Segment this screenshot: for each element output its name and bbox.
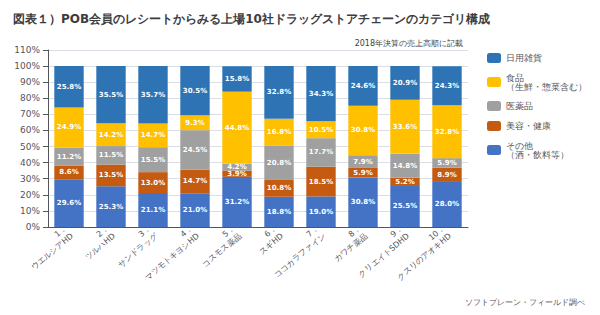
svg-text:スギHD: スギHD (258, 231, 285, 256)
svg-text:ソフトブレーン・フィールド調べ: ソフトブレーン・フィールド調べ (465, 298, 585, 307)
svg-text:14.8%: 14.8% (393, 162, 417, 170)
svg-text:32.8%: 32.8% (435, 128, 459, 136)
svg-text:25.8%: 25.8% (57, 83, 81, 91)
svg-text:24.9%: 24.9% (57, 123, 81, 131)
svg-text:ウエルシアHD: ウエルシアHD (29, 231, 75, 271)
svg-text:（生鮮・惣菜含む）: （生鮮・惣菜含む） (506, 82, 587, 92)
svg-text:21.1%: 21.1% (141, 206, 165, 214)
svg-text:7.9%: 7.9% (353, 158, 372, 166)
svg-text:3.9%: 3.9% (227, 169, 247, 178)
svg-text:5.2%: 5.2% (395, 178, 414, 186)
svg-text:18.5%: 18.5% (309, 178, 333, 186)
svg-text:日用雑貨: 日用雑貨 (506, 53, 542, 63)
svg-text:図表１）POB会員のレシートからみる上場10社ドラッグストア: 図表１）POB会員のレシートからみる上場10社ドラッグストアチェーンのカテゴリ構… (13, 12, 490, 26)
svg-text:29.6%: 29.6% (57, 199, 81, 207)
svg-text:17.7%: 17.7% (309, 148, 333, 156)
svg-text:10.8%: 10.8% (267, 184, 291, 192)
svg-text:32.8%: 32.8% (267, 88, 291, 96)
svg-text:25.5%: 25.5% (393, 202, 417, 210)
svg-text:60%: 60% (20, 125, 40, 135)
svg-text:70%: 70% (20, 109, 40, 119)
svg-text:14.2%: 14.2% (99, 131, 123, 139)
svg-text:35.7%: 35.7% (141, 91, 165, 99)
svg-text:15.8%: 15.8% (225, 75, 249, 83)
svg-text:5.9%: 5.9% (353, 169, 372, 177)
svg-text:コスモス薬品: コスモス薬品 (201, 231, 244, 269)
svg-text:13.5%: 13.5% (99, 171, 123, 179)
svg-text:90%: 90% (20, 77, 40, 87)
svg-text:18.8%: 18.8% (267, 208, 291, 216)
svg-text:クリエイトSDHD: クリエイトSDHD (356, 231, 412, 280)
svg-text:（酒・飲料等）: （酒・飲料等） (506, 150, 569, 160)
svg-text:医薬品: 医薬品 (506, 101, 533, 111)
svg-text:15.5%: 15.5% (141, 156, 165, 164)
svg-text:美容・健康: 美容・健康 (506, 121, 551, 131)
svg-text:14.7%: 14.7% (183, 177, 207, 185)
svg-text:35.5%: 35.5% (99, 91, 123, 99)
svg-text:20.8%: 20.8% (267, 159, 291, 167)
svg-text:10.5%: 10.5% (309, 126, 333, 134)
svg-text:8.6%: 8.6% (59, 168, 78, 176)
svg-text:30.8%: 30.8% (351, 126, 375, 134)
svg-text:4.2%: 4.2% (227, 163, 246, 171)
svg-text:24.3%: 24.3% (435, 82, 459, 90)
svg-text:34.3%: 34.3% (309, 90, 333, 98)
svg-text:0%: 0% (26, 222, 41, 232)
svg-text:14.7%: 14.7% (141, 131, 165, 139)
svg-text:20.9%: 20.9% (393, 79, 417, 87)
svg-text:30.5%: 30.5% (183, 87, 207, 95)
svg-text:33.6%: 33.6% (393, 123, 417, 131)
svg-text:11.5%: 11.5% (99, 151, 123, 159)
svg-text:16.8%: 16.8% (267, 128, 291, 136)
svg-text:30%: 30% (20, 174, 40, 184)
svg-text:19.0%: 19.0% (309, 208, 333, 216)
svg-text:食品: 食品 (506, 72, 524, 83)
svg-text:21.0%: 21.0% (183, 206, 207, 214)
svg-text:5.9%: 5.9% (437, 159, 456, 167)
svg-text:40%: 40% (20, 158, 40, 168)
svg-text:10%: 10% (20, 206, 40, 216)
svg-text:その他: その他 (506, 140, 533, 151)
svg-text:サンドラッグ: サンドラッグ (117, 231, 160, 269)
svg-text:8.9%: 8.9% (437, 171, 456, 179)
svg-text:11.2%: 11.2% (57, 153, 81, 161)
svg-text:20%: 20% (20, 190, 40, 200)
svg-text:80%: 80% (20, 93, 40, 103)
svg-text:マツモトキヨシHD: マツモトキヨシHD (143, 231, 201, 282)
svg-text:13.0%: 13.0% (141, 179, 165, 187)
svg-text:50%: 50% (20, 142, 40, 152)
svg-text:24.6%: 24.6% (351, 82, 375, 90)
svg-text:110%: 110% (14, 45, 40, 55)
svg-text:2018年決算の売上高順に記載: 2018年決算の売上高順に記載 (355, 39, 463, 48)
svg-text:30.8%: 30.8% (351, 198, 375, 206)
svg-text:100%: 100% (14, 61, 40, 71)
svg-text:31.2%: 31.2% (225, 198, 249, 206)
svg-text:カワチ薬品: カワチ薬品 (333, 231, 369, 264)
svg-text:44.8%: 44.8% (225, 124, 249, 132)
svg-text:ツルハHD: ツルハHD (84, 231, 118, 261)
svg-text:9.3%: 9.3% (185, 119, 204, 127)
svg-text:28.0%: 28.0% (435, 200, 459, 208)
svg-text:クスリのアオキHD: クスリのアオキHD (395, 231, 453, 282)
svg-text:24.5%: 24.5% (183, 146, 207, 154)
svg-text:ココカラファイン: ココカラファイン (272, 231, 327, 279)
svg-text:25.3%: 25.3% (99, 203, 123, 211)
